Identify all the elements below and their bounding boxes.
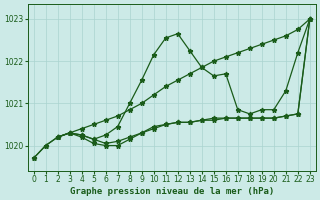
X-axis label: Graphe pression niveau de la mer (hPa): Graphe pression niveau de la mer (hPa) xyxy=(69,187,274,196)
